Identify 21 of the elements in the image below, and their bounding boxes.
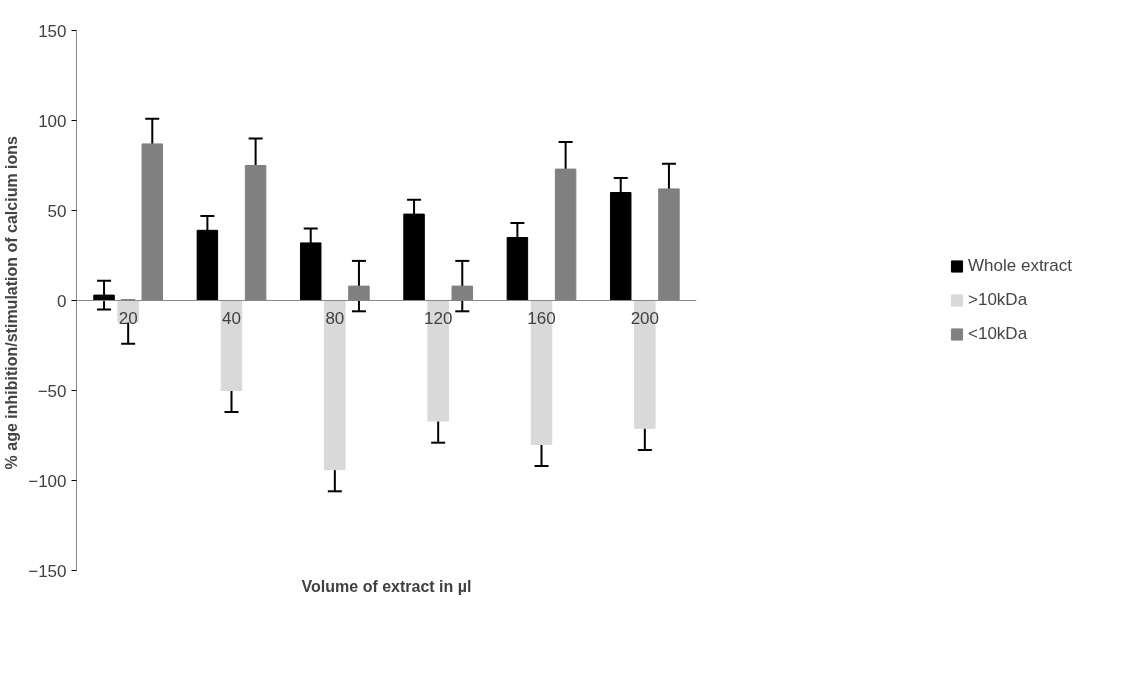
y-tick-label: −50 (37, 381, 67, 401)
legend-label: <10kDa (968, 324, 1028, 344)
x-tick-label: 160 (527, 308, 556, 328)
x-tick-label: 80 (325, 308, 345, 328)
bar (324, 300, 346, 471)
y-tick-label: 50 (47, 201, 67, 221)
y-tick-label: 100 (38, 111, 67, 131)
y-tick-label: 150 (38, 21, 67, 41)
y-tick-label: 0 (57, 291, 67, 311)
y-axis-title: % age inhibition/stimulation of calcium ions (3, 135, 21, 470)
x-tick-label: 200 (630, 308, 660, 328)
x-axis-title: Volume of extract in µl (301, 577, 472, 595)
y-tick-label: −100 (28, 471, 67, 491)
x-tick-label: 20 (118, 308, 138, 328)
legend-label: >10kDa (968, 290, 1028, 310)
x-tick-label: 40 (222, 308, 241, 328)
bar (530, 300, 553, 445)
y-tick-label: −150 (28, 561, 67, 581)
bar (220, 300, 243, 391)
x-tick-label: 120 (423, 308, 453, 328)
legend-label: Whole extract (968, 256, 1072, 276)
